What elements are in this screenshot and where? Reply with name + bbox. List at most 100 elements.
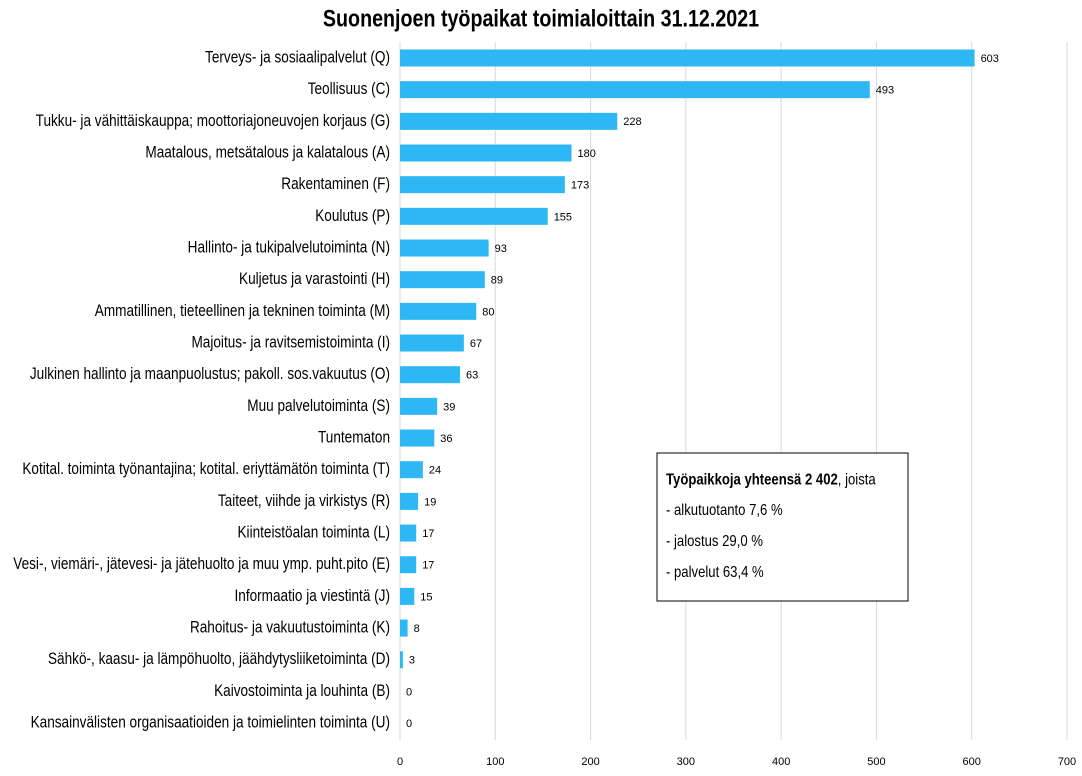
label-group: Tukku- ja vähittäiskauppa; moottoriajone…	[36, 111, 390, 130]
label-group: Terveys- ja sosiaalipalvelut (Q)	[205, 48, 390, 67]
y-tick-label: Tukku- ja vähittäiskauppa; moottoriajone…	[36, 111, 390, 130]
value-label: 39	[443, 401, 455, 413]
label-group: Taiteet, viihde ja virkistys (R)	[218, 492, 390, 511]
bar	[400, 239, 489, 257]
label-group: Rakentaminen (F)	[281, 175, 390, 194]
bar	[400, 207, 548, 225]
bar	[400, 144, 572, 162]
x-tick-label: 400	[772, 756, 790, 768]
label-group: Vesi-, viemäri-, jätevesi- ja jätehuolto…	[13, 555, 390, 574]
value-label: 3	[409, 655, 415, 667]
y-tick-label: Ammatillinen, tieteellinen ja tekninen t…	[95, 301, 390, 320]
y-tick-label: Koulutus (P)	[315, 206, 390, 225]
label-group: Kuljetus ja varastointi (H)	[239, 270, 390, 289]
label-group: Tuntematon	[318, 428, 390, 447]
y-tick-label: Kuljetus ja varastointi (H)	[239, 270, 390, 289]
y-tick-label: Julkinen hallinto ja maanpuolustus; pako…	[30, 365, 390, 384]
value-label: 0	[406, 718, 412, 730]
value-label: 15	[420, 591, 432, 603]
y-tick-label: Hallinto- ja tukipalvelutoiminta (N)	[188, 238, 390, 257]
y-tick-label: Muu palvelutoiminta (S)	[247, 397, 390, 416]
bar	[400, 334, 464, 352]
y-tick-label: Kaivostoiminta ja louhinta (B)	[214, 682, 390, 701]
value-label: 17	[422, 560, 434, 572]
value-label: 493	[876, 85, 894, 97]
y-tick-label: Maatalous, metsätalous ja kalatalous (A)	[145, 143, 390, 162]
y-tick-label: Rakentaminen (F)	[281, 175, 390, 194]
y-tick-label: Kansainvälisten organisaatioiden ja toim…	[31, 713, 390, 732]
label-group: Kansainvälisten organisaatioiden ja toim…	[31, 713, 390, 732]
label-group: Rahoitus- ja vakuutustoiminta (K)	[190, 618, 390, 637]
y-tick-label: Kotital. toiminta työnantajina; kotital.…	[22, 460, 390, 479]
value-label: 24	[429, 465, 441, 477]
y-tick-label: Sähkö-, kaasu- ja lämpöhuolto, jäähdytys…	[48, 650, 390, 669]
bar	[400, 651, 403, 669]
label-group: Informaatio ja viestintä (J)	[234, 587, 390, 606]
y-tick-label: Teollisuus (C)	[308, 80, 390, 99]
x-tick-label: 500	[867, 756, 885, 768]
value-label: 8	[414, 623, 420, 635]
value-label: 67	[470, 338, 482, 350]
bar	[400, 556, 417, 574]
x-tick-label: 700	[1058, 756, 1076, 768]
label-group: Kaivostoiminta ja louhinta (B)	[214, 682, 390, 701]
x-tick-label: 600	[963, 756, 981, 768]
value-label: 63	[466, 370, 478, 382]
y-tick-label: Majoitus- ja ravitsemistoiminta (I)	[191, 333, 390, 352]
y-tick-label: Rahoitus- ja vakuutustoiminta (K)	[190, 618, 390, 637]
label-group: Majoitus- ja ravitsemistoiminta (I)	[191, 333, 390, 352]
annotation-heading-suffix: , joista	[838, 471, 877, 488]
label-group: Muu palvelutoiminta (S)	[247, 397, 390, 416]
x-tick-label: 300	[677, 756, 695, 768]
value-label: 173	[571, 180, 589, 192]
value-label: 36	[440, 433, 452, 445]
bar	[400, 366, 461, 384]
bar	[400, 49, 975, 67]
annotation-line: - palvelut 63,4 %	[666, 564, 764, 581]
label-group: Maatalous, metsätalous ja kalatalous (A)	[145, 143, 390, 162]
label-group: Koulutus (P)	[315, 206, 390, 225]
bar	[400, 302, 477, 320]
value-label: 19	[424, 496, 436, 508]
label-group: Hallinto- ja tukipalvelutoiminta (N)	[188, 238, 390, 257]
chart-title: Suonenjoen työpaikat toimialoittain 31.1…	[323, 4, 759, 31]
annotation-box	[656, 452, 909, 602]
x-tick-label: 200	[581, 756, 599, 768]
y-tick-label: Taiteet, viihde ja virkistys (R)	[218, 492, 390, 511]
label-group: Ammatillinen, tieteellinen ja tekninen t…	[95, 301, 390, 320]
value-label: 17	[422, 528, 434, 540]
value-label: 155	[554, 211, 572, 223]
value-label: 603	[981, 53, 999, 65]
value-label: 93	[495, 243, 507, 255]
label-group: Teollisuus (C)	[308, 80, 390, 99]
x-tick-label: 0	[397, 756, 403, 768]
annotation-line: - alkutuotanto 7,6 %	[666, 502, 783, 519]
label-group: Kiinteistöalan toiminta (L)	[237, 523, 390, 542]
bar	[400, 271, 485, 289]
bar	[400, 397, 438, 415]
y-tick-label: Vesi-, viemäri-, jätevesi- ja jätehuolto…	[13, 555, 390, 574]
x-tick-label: 100	[486, 756, 504, 768]
value-label: 228	[623, 116, 641, 128]
y-tick-label: Informaatio ja viestintä (J)	[234, 587, 390, 606]
label-group: Sähkö-, kaasu- ja lämpöhuolto, jäähdytys…	[48, 650, 390, 669]
label-group: Julkinen hallinto ja maanpuolustus; pako…	[30, 365, 390, 384]
value-label: 0	[406, 686, 412, 698]
annotation-line: - jalostus 29,0 %	[666, 533, 763, 550]
y-tick-label: Kiinteistöalan toiminta (L)	[237, 523, 390, 542]
annotation-group: Työpaikkoja yhteensä 2 402, joista - alku…	[666, 471, 876, 581]
annotation-heading: Työpaikkoja yhteensä 2 402, joista	[666, 471, 876, 488]
bar	[400, 81, 870, 99]
bar	[400, 112, 618, 130]
bar	[400, 619, 408, 637]
annotation-heading-bold: Työpaikkoja yhteensä 2 402	[666, 471, 838, 488]
bar	[400, 524, 417, 542]
value-label: 89	[491, 275, 503, 287]
bar	[400, 492, 419, 510]
title-group: Suonenjoen työpaikat toimialoittain 31.1…	[323, 4, 759, 31]
bar	[400, 461, 423, 479]
value-label: 80	[482, 306, 494, 318]
y-tick-label: Terveys- ja sosiaalipalvelut (Q)	[205, 48, 390, 67]
label-group: Kotital. toiminta työnantajina; kotital.…	[22, 460, 390, 479]
